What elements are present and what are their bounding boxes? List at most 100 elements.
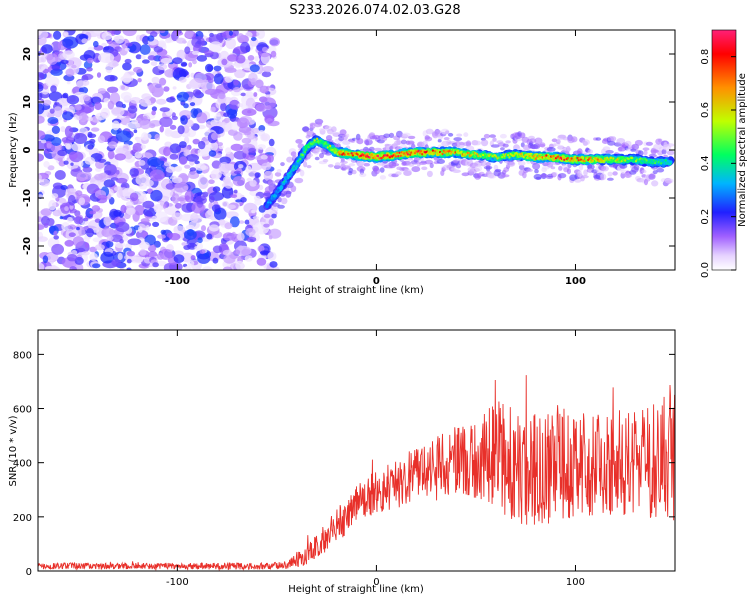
- noise-blob: [94, 244, 105, 251]
- track-halo: [499, 133, 507, 139]
- noise-blob: [245, 228, 256, 237]
- noise-blob: [258, 124, 266, 132]
- noise-blob: [224, 222, 233, 230]
- track-cell: [569, 159, 572, 162]
- noise-blob: [97, 194, 108, 200]
- noise-blob: [60, 59, 69, 65]
- track-halo: [550, 166, 556, 170]
- noise-blob: [131, 119, 139, 125]
- noise-blob: [68, 59, 74, 66]
- noise-blob: [234, 69, 246, 79]
- noise-blob: [45, 252, 59, 262]
- noise-blob: [49, 108, 55, 114]
- track-cell: [312, 141, 315, 144]
- track-halo: [577, 148, 583, 156]
- noise-blob: [139, 249, 147, 256]
- track-halo: [319, 152, 324, 159]
- noise-blob: [187, 96, 192, 103]
- track-halo: [607, 140, 616, 146]
- noise-blob: [235, 54, 246, 64]
- noise-blob: [268, 228, 282, 239]
- track-cell: [301, 153, 304, 157]
- noise-blob: [190, 255, 196, 261]
- noise-blob: [116, 177, 128, 184]
- noise-blob: [239, 220, 245, 224]
- noise-blob: [147, 55, 156, 61]
- track-halo: [403, 168, 412, 176]
- noise-blob: [95, 112, 107, 121]
- noise-blob: [229, 216, 240, 228]
- noise-blob: [241, 248, 251, 256]
- noise-blob: [82, 217, 89, 222]
- noise-blob: [54, 170, 66, 180]
- track-cell: [612, 157, 615, 160]
- noise-blob: [232, 87, 241, 93]
- track-cell: [591, 159, 595, 163]
- track-halo: [634, 139, 643, 146]
- track-halo: [407, 135, 416, 140]
- track-cell: [533, 154, 536, 157]
- noise-blob: [115, 101, 124, 109]
- noise-blob: [76, 171, 88, 182]
- noise-blob: [221, 58, 228, 66]
- track-cell: [628, 159, 632, 163]
- track-halo: [610, 136, 617, 142]
- noise-blob: [163, 146, 171, 157]
- noise-blob: [262, 66, 274, 73]
- noise-blob: [62, 50, 75, 59]
- track-halo: [546, 147, 556, 152]
- noise-blob: [38, 130, 46, 140]
- noise-blob: [181, 242, 187, 246]
- track-cell: [406, 153, 409, 156]
- noise-blob: [140, 218, 150, 224]
- noise-blob: [219, 156, 231, 165]
- noise-blob: [209, 41, 223, 53]
- noise-blob: [140, 55, 146, 60]
- track-halo: [351, 169, 357, 175]
- noise-blob: [41, 44, 53, 54]
- track-cell: [632, 160, 635, 163]
- noise-blob: [157, 40, 167, 48]
- noise-blob: [46, 143, 52, 149]
- noise-blob: [38, 153, 44, 162]
- noise-blob: [194, 160, 200, 165]
- track-cell: [631, 156, 634, 160]
- noise-blob: [104, 164, 117, 176]
- track-halo: [267, 180, 276, 187]
- noise-blob: [53, 106, 63, 118]
- noise-blob: [87, 133, 97, 139]
- noise-blob: [98, 173, 106, 179]
- noise-blob: [210, 141, 219, 151]
- track-cell: [399, 154, 402, 157]
- noise-blob: [75, 190, 83, 197]
- track-cell: [483, 156, 486, 159]
- track-halo: [570, 136, 578, 143]
- noise-blob: [60, 185, 68, 190]
- track-cell: [577, 159, 580, 162]
- noise-blob: [206, 233, 213, 240]
- noise-blob: [240, 92, 246, 97]
- track-halo: [307, 153, 313, 157]
- noise-blob: [101, 227, 115, 238]
- track-halo: [607, 177, 614, 181]
- noise-blob: [162, 203, 167, 209]
- track-halo: [494, 168, 502, 173]
- track-cell: [304, 150, 307, 154]
- track-halo: [463, 132, 469, 137]
- noise-blob: [163, 161, 171, 167]
- track-halo: [586, 164, 595, 170]
- track-halo: [535, 176, 542, 180]
- snr-axes: -100 0 100 0 200 400 600 800: [13, 330, 675, 588]
- noise-blob: [124, 47, 130, 52]
- track-halo: [306, 165, 312, 169]
- noise-blob: [261, 71, 272, 78]
- track-cell: [624, 159, 627, 162]
- noise-blob: [187, 260, 195, 267]
- noise-blob: [218, 219, 226, 226]
- noise-blob: [67, 254, 78, 262]
- noise-blob: [129, 97, 142, 104]
- noise-blob: [122, 62, 132, 71]
- noise-blob: [65, 68, 75, 77]
- track-cell: [374, 157, 377, 160]
- noise-blob: [240, 41, 250, 54]
